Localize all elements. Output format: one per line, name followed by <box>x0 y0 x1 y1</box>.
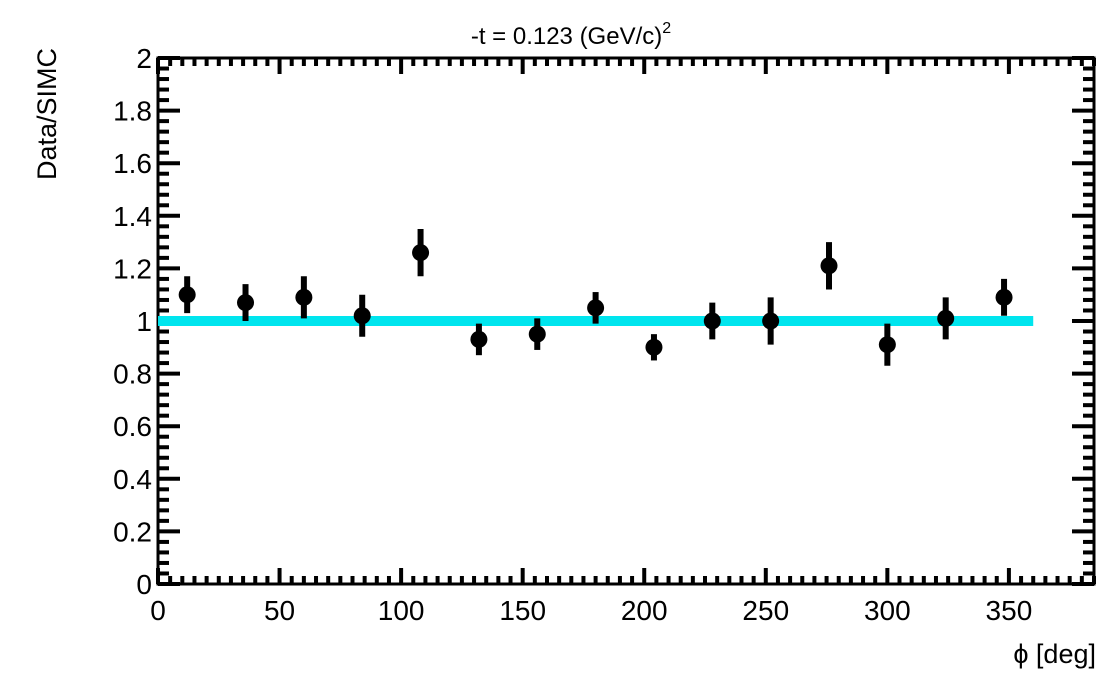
y-tick-label: 1.2 <box>113 253 152 284</box>
data-point <box>937 297 955 340</box>
y-tick-label: 0.8 <box>113 359 152 390</box>
data-point <box>470 323 488 356</box>
x-tick-label: 100 <box>378 595 425 626</box>
y-tick-label: 0.6 <box>113 411 152 442</box>
data-marker <box>878 336 896 354</box>
y-tick-label: 1.4 <box>113 201 152 232</box>
data-point <box>295 276 313 319</box>
data-point <box>878 323 896 366</box>
data-point <box>995 278 1013 316</box>
data-marker <box>412 244 430 262</box>
x-tick-label: 150 <box>499 595 546 626</box>
y-tick-label: 0.4 <box>113 464 152 495</box>
data-marker <box>237 294 255 312</box>
data-marker <box>353 307 371 325</box>
data-point <box>703 302 721 340</box>
data-marker <box>995 288 1013 306</box>
data-points <box>178 228 1013 366</box>
data-point <box>412 228 430 277</box>
data-marker <box>820 257 838 275</box>
data-point <box>762 297 780 345</box>
data-point <box>587 292 605 324</box>
data-marker <box>528 325 546 343</box>
data-marker <box>762 312 780 330</box>
x-tick-label: 300 <box>864 595 911 626</box>
x-tick-label: 50 <box>264 595 295 626</box>
x-tick-label: 350 <box>986 595 1033 626</box>
y-tick-label: 0.2 <box>113 516 152 547</box>
data-point <box>178 276 196 314</box>
chart-title: -t = 0.123 (GeV/c)2 <box>471 20 671 50</box>
chart-title-superscript: 2 <box>662 20 671 37</box>
data-point <box>820 242 838 290</box>
data-marker <box>178 286 196 304</box>
data-marker <box>645 338 663 356</box>
x-axis-tick-labels: 0 50 100 150 200 250 300 350 <box>150 595 1032 626</box>
y-tick-label: 2 <box>136 43 152 74</box>
data-point <box>237 284 255 321</box>
y-tick-label: 0 <box>136 569 152 600</box>
x-axis-label: ϕ [deg] <box>1013 639 1096 669</box>
x-tick-label: 250 <box>742 595 789 626</box>
data-point <box>528 318 546 350</box>
data-marker <box>295 288 313 306</box>
data-point <box>353 294 371 337</box>
data-marker <box>703 312 721 330</box>
y-axis-ticks <box>158 56 1094 586</box>
x-tick-label: 0 <box>150 595 166 626</box>
y-axis-tick-labels: 0 0.2 0.4 0.6 0.8 1 1.2 1.4 1.6 1.8 2 <box>113 43 152 600</box>
data-marker <box>937 309 955 327</box>
y-tick-label: 1 <box>136 306 152 337</box>
y-tick-label: 1.8 <box>113 96 152 127</box>
x-axis-ticks <box>156 58 1096 584</box>
y-tick-label: 1.6 <box>113 148 152 179</box>
x-tick-label: 200 <box>621 595 668 626</box>
data-marker <box>470 330 488 348</box>
data-point <box>645 334 663 361</box>
y-axis-label: Data/SIMC <box>32 48 62 180</box>
chart-title-main: -t = 0.123 (GeV/c) <box>471 23 662 50</box>
data-marker <box>587 299 605 317</box>
